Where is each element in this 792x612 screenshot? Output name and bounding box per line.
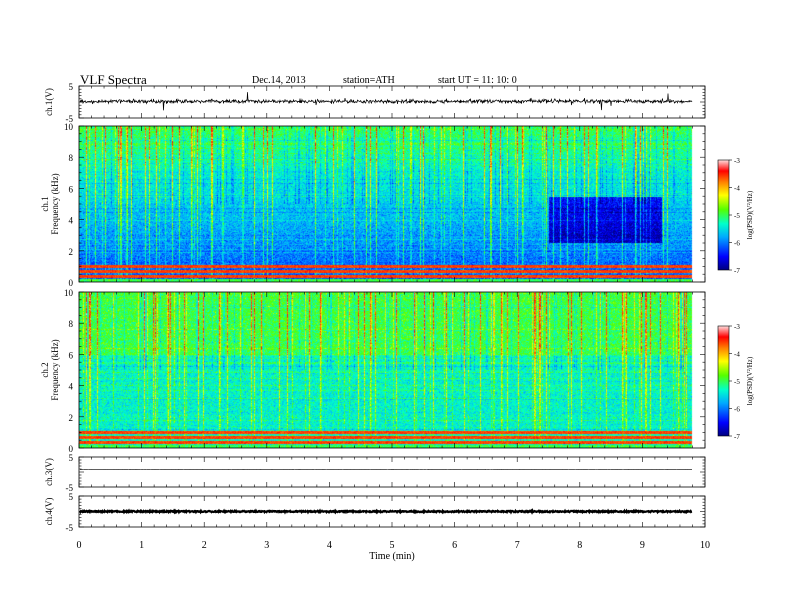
p1-ylabel: ch.1(V) — [44, 88, 54, 116]
x-tick-label: 9 — [640, 540, 645, 551]
s1-ylabel: Frequency (kHz) — [50, 173, 60, 234]
y-tick-label: 8 — [69, 319, 74, 329]
colorbar-tick-label: -6 — [734, 406, 740, 414]
y-tick-label: 5 — [69, 453, 74, 463]
x-tick-label: 6 — [452, 540, 457, 551]
x-tick-label: 0 — [77, 540, 82, 551]
y-tick-label: -5 — [66, 483, 74, 493]
colorbar-tick-label: -5 — [734, 212, 740, 220]
date-label: Dec.14, 2013 — [252, 75, 306, 86]
s2-channel-label: ch.2 — [40, 362, 50, 377]
x-tick-label: 1 — [139, 540, 144, 551]
colorbar-tick-label: -7 — [734, 267, 740, 275]
y-tick-label: -5 — [66, 523, 74, 533]
colorbar-tick-label: -4 — [734, 351, 740, 359]
p4-ylabel: ch.4(V) — [44, 498, 54, 526]
ch4-waveform-line — [79, 508, 693, 515]
y-tick-label: 4 — [69, 216, 74, 226]
s1-channel-label: ch.1 — [40, 196, 50, 211]
y-tick-label: 0 — [69, 444, 74, 454]
x-tick-label: 8 — [577, 540, 582, 551]
x-tick-label: 5 — [390, 540, 395, 551]
ch2-spectrogram-image — [79, 292, 705, 448]
y-tick-label: 6 — [69, 184, 74, 194]
y-tick-label: 5 — [69, 82, 74, 92]
x-tick-label: 7 — [515, 540, 520, 551]
x-tick-label: 3 — [264, 540, 269, 551]
y-tick-label: 0 — [69, 278, 74, 288]
ch1-waveform-line — [79, 92, 693, 111]
y-tick-label: -5 — [66, 114, 74, 124]
x-tick-label: 2 — [202, 540, 207, 551]
x-axis-label: Time (min) — [369, 551, 414, 562]
ch1-spectrogram-image — [79, 126, 705, 282]
colorbar-tick-label: -6 — [734, 240, 740, 248]
y-tick-label: 8 — [69, 153, 74, 163]
colorbar-tick-label: -3 — [734, 323, 740, 331]
ch1-colorbar-label: log(PSD)(V²/Hz) — [746, 190, 754, 239]
colorbar-tick-label: -5 — [734, 378, 740, 386]
ch2-colorbar — [717, 325, 730, 437]
x-tick-label: 4 — [327, 540, 332, 551]
y-tick-label: 4 — [69, 382, 74, 392]
y-tick-label: 10 — [64, 288, 74, 298]
colorbar-tick-label: -4 — [734, 185, 740, 193]
x-tick-label: 10 — [700, 540, 710, 551]
ch1-colorbar — [717, 159, 730, 271]
s2-ylabel: Frequency (kHz) — [50, 339, 60, 400]
start-time-label: start UT = 11: 10: 0 — [438, 75, 517, 86]
y-tick-label: 6 — [69, 350, 74, 360]
y-tick-label: 2 — [69, 413, 74, 423]
ch2-colorbar-label: log(PSD)(V²/Hz) — [746, 356, 754, 405]
y-tick-label: 2 — [69, 247, 74, 257]
p3-ylabel: ch.3(V) — [44, 458, 54, 486]
y-tick-label: 5 — [69, 492, 74, 502]
figure-title: VLF Spectra — [80, 72, 147, 87]
colorbar-tick-label: -3 — [734, 157, 740, 165]
colorbar-tick-label: -7 — [734, 433, 740, 441]
y-tick-label: 10 — [64, 122, 74, 132]
station-label: station=ATH — [343, 75, 395, 86]
